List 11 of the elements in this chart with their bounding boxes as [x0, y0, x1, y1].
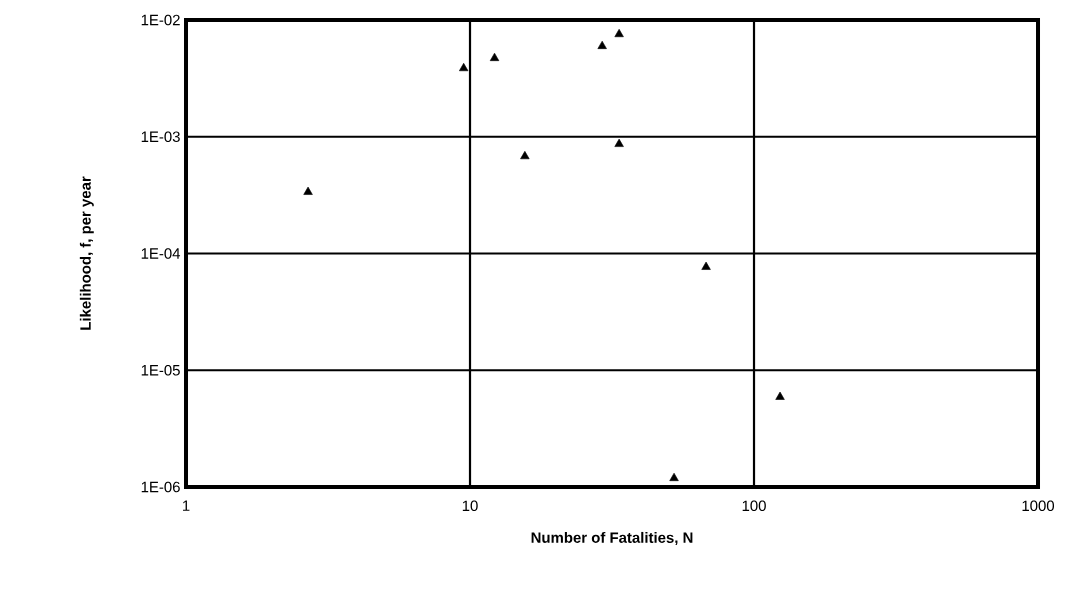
- y-tick-label: 1E-06: [141, 481, 180, 493]
- x-tick-label: 1000: [1022, 500, 1055, 512]
- y-tick-label: 1E-04: [141, 248, 181, 259]
- y-tick-label: 1E-05: [141, 364, 180, 376]
- x-axis-title: Number of Fatalities, N: [531, 531, 693, 546]
- x-tick-label: 100: [742, 500, 766, 512]
- x-tick-label: 1: [182, 500, 190, 511]
- y-tick-label: 1E-03: [141, 131, 180, 143]
- y-tick-label: 1E-02: [141, 14, 180, 26]
- x-tick-label: 10: [462, 500, 478, 512]
- y-axis-title: Likelihood, f, per year: [79, 176, 94, 330]
